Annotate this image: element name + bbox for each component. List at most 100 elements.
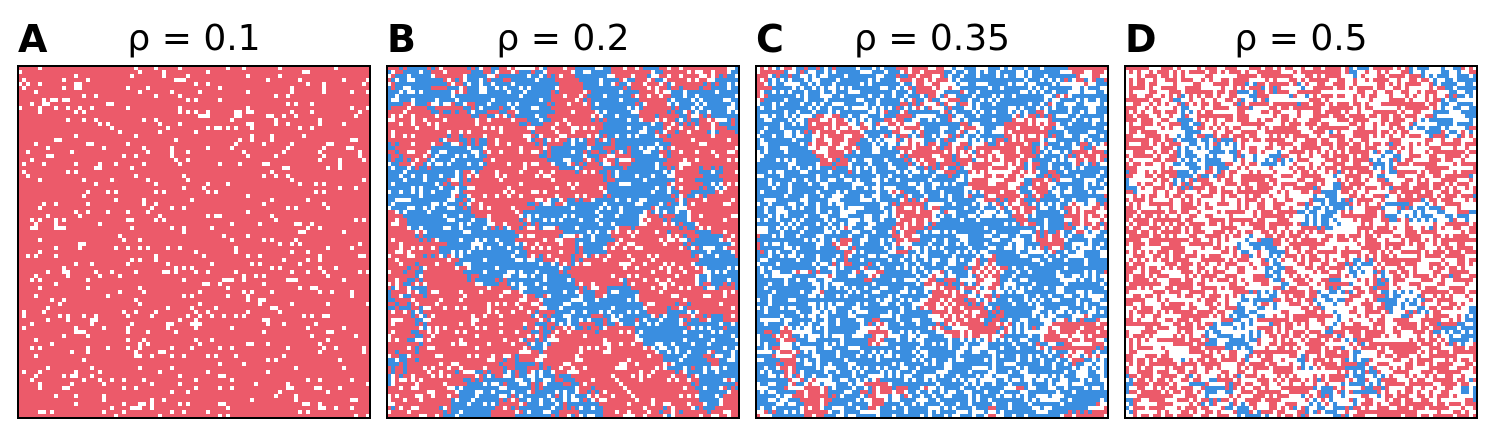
lattice-cell [475, 94, 479, 98]
lattice-cell [114, 198, 118, 202]
lattice-cell [198, 290, 202, 294]
lattice-cell [651, 342, 655, 346]
lattice-cell [463, 242, 467, 246]
lattice-cell [322, 146, 326, 150]
lattice-cell [547, 390, 551, 394]
lattice-cell [170, 90, 174, 94]
lattice-cell [463, 214, 467, 218]
lattice-cell [607, 86, 611, 90]
lattice-cell [587, 406, 591, 410]
lattice-cell [62, 78, 66, 82]
lattice-cell [511, 378, 515, 382]
lattice-cell [735, 146, 739, 150]
lattice-cell [760, 282, 764, 286]
lattice-cell [687, 130, 691, 134]
lattice-cell [579, 238, 583, 242]
lattice-cell [395, 174, 399, 178]
lattice-cell [286, 146, 290, 150]
lattice-cell [134, 270, 138, 274]
lattice-cell [423, 66, 427, 70]
lattice-cell [134, 134, 138, 138]
lattice-cell [154, 258, 158, 262]
lattice-cell [459, 250, 463, 254]
lattice-cell [655, 90, 659, 94]
lattice-cell [603, 230, 607, 234]
lattice-cell [274, 174, 278, 178]
lattice-cell [595, 322, 599, 326]
lattice-cell [707, 370, 711, 374]
lattice-cell [447, 158, 451, 162]
lattice-cell [591, 218, 595, 222]
lattice-cell [764, 110, 768, 114]
lattice-cell [391, 202, 395, 206]
lattice-cell [306, 402, 310, 406]
lattice-cell [619, 94, 623, 98]
lattice-cell [411, 222, 415, 226]
lattice-cell [431, 106, 435, 110]
lattice-cell [491, 282, 495, 286]
lattice-cell [563, 390, 567, 394]
lattice-cell [723, 258, 727, 262]
lattice-cell [727, 350, 731, 354]
lattice-cell [563, 374, 567, 378]
lattice-cell [527, 334, 531, 338]
lattice-cell [563, 314, 567, 318]
lattice-cell [419, 194, 423, 198]
lattice-cell [495, 226, 499, 230]
lattice-cell [756, 106, 760, 110]
lattice-cell [583, 78, 587, 82]
lattice-cell [431, 78, 435, 82]
lattice-cell [551, 402, 555, 406]
lattice-cell [535, 326, 539, 330]
lattice-cell [643, 194, 647, 198]
lattice-cell [731, 326, 735, 330]
lattice-cell [707, 94, 711, 98]
lattice-cell [563, 214, 567, 218]
lattice-cell [435, 262, 439, 266]
lattice-cell [547, 78, 551, 82]
lattice-cell [170, 150, 174, 154]
lattice-cell [499, 382, 503, 386]
lattice-cell [551, 390, 555, 394]
lattice-cell [711, 126, 715, 130]
lattice-cell [539, 70, 543, 74]
lattice-cell [599, 86, 603, 90]
lattice-cell [411, 166, 415, 170]
lattice-cell [423, 322, 427, 326]
lattice-cell [607, 302, 611, 306]
lattice-cell [50, 154, 54, 158]
lattice-cell [659, 126, 663, 130]
lattice-cell [539, 318, 543, 322]
lattice-cell [471, 254, 475, 258]
lattice-cell [535, 150, 539, 154]
lattice-cell [631, 394, 635, 398]
lattice-cell [435, 230, 439, 234]
lattice-cell [503, 394, 507, 398]
lattice-cell [475, 354, 479, 358]
lattice-cell [727, 254, 731, 258]
lattice-cell [635, 150, 639, 154]
lattice-cell [475, 170, 479, 174]
lattice-cell [663, 218, 667, 222]
lattice-cell [703, 342, 707, 346]
lattice-cell [471, 142, 475, 146]
lattice-cell [547, 94, 551, 98]
lattice-cell [387, 154, 391, 158]
lattice-cell [495, 98, 499, 102]
lattice-cell [439, 214, 443, 218]
lattice-cell [134, 154, 138, 158]
lattice-cell [110, 378, 114, 382]
lattice-cell [579, 394, 583, 398]
lattice-cell [174, 266, 178, 270]
lattice-cell [675, 322, 679, 326]
lattice-cell [555, 154, 559, 158]
lattice-cell [511, 310, 515, 314]
lattice-cell [495, 78, 499, 82]
lattice-cell [419, 238, 423, 242]
lattice-cell [114, 162, 118, 166]
lattice-cell [695, 362, 699, 366]
lattice-cell [298, 262, 302, 266]
lattice-cell [647, 94, 651, 98]
lattice-cell [342, 78, 346, 82]
lattice-cell [435, 218, 439, 222]
